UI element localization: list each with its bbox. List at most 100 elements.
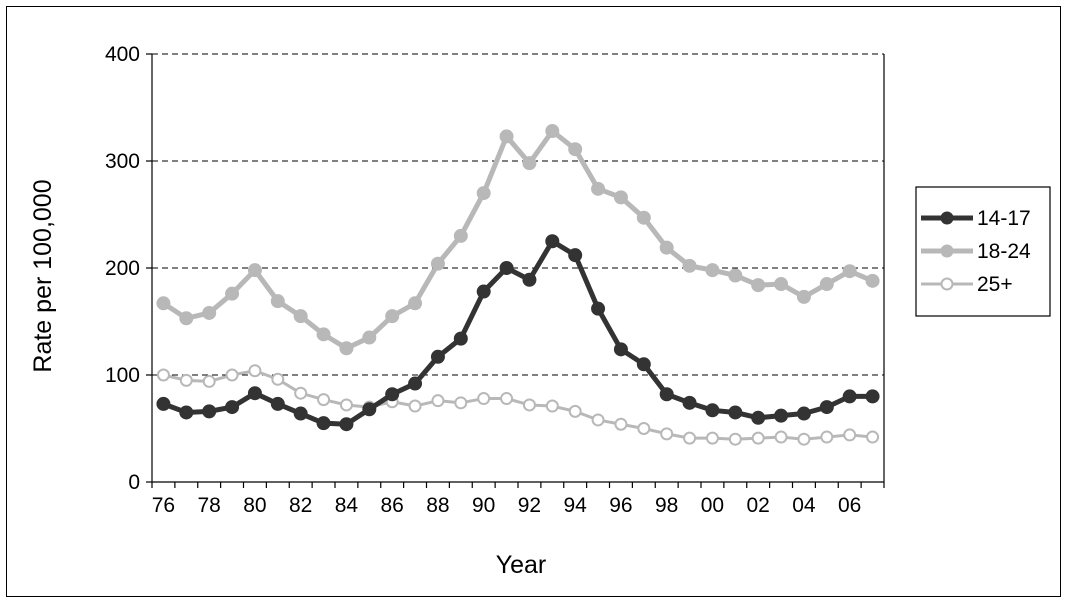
legend-marker [940,244,954,258]
data-point [614,417,628,431]
data-point [430,256,445,271]
y-axis-title: Rate per 100,000 [29,179,57,372]
data-point [659,240,674,255]
data-point [339,417,354,432]
data-point [568,142,583,157]
data-point [865,273,880,288]
data-point [316,327,331,342]
data-point [362,402,377,417]
data-point [247,386,262,401]
x-tick-label: 90 [472,494,495,517]
data-point [660,427,674,441]
y-tick-label: 400 [105,43,140,66]
data-point [683,431,697,445]
data-point [156,296,171,311]
series-25+ [156,364,880,446]
series-18-24 [156,124,880,356]
data-point [682,258,697,273]
y-tick-label: 0 [128,471,140,494]
x-tick-label: 02 [747,494,770,517]
series-lines [156,124,880,446]
data-point [522,272,537,287]
series-14-17 [156,234,880,432]
data-point [636,357,651,372]
legend-label: 14-17 [977,207,1031,230]
data-point [796,289,811,304]
data-point [385,387,400,402]
data-point [362,330,377,345]
data-point [522,156,537,171]
data-point [499,261,514,275]
x-tick-label: 96 [609,494,632,517]
legend-item-14-17: 14-17 [921,207,1031,230]
data-point [225,400,240,415]
data-point [568,248,583,263]
x-tick-label: 92 [518,494,541,517]
data-point [408,376,423,391]
data-point [866,430,880,444]
legend-item-25+: 25+ [921,273,1013,296]
data-point [842,264,857,279]
data-point [431,394,445,408]
data-point [453,228,468,243]
data-point [613,190,628,205]
data-point [179,311,194,326]
data-point [294,386,308,400]
series-line [163,369,873,441]
data-point [248,364,262,378]
tick-labels: 0 100 200 300 400 76 78 80 82 84 86 88 90 92 94 96 98 00 0… [105,43,861,517]
x-tick-label: 78 [198,494,221,517]
legend: 14-17 18-24 25+ [915,186,1051,317]
data-point [796,406,811,421]
data-point [705,431,719,445]
legend-marker [940,211,954,225]
data-point [705,403,720,418]
data-point [271,372,285,386]
data-point [202,374,216,388]
data-point [728,405,743,420]
line-chart: 0 100 200 300 400 76 78 80 82 84 86 88 90 92 94 96 98 00 0… [29,43,1051,579]
data-point [843,428,857,442]
data-point [500,392,514,406]
data-point [454,396,468,410]
data-point [270,396,285,411]
data-point [453,331,468,346]
data-point [476,284,491,299]
data-point [408,399,422,413]
data-point [317,393,331,407]
data-point [819,277,834,292]
legend-marker [940,277,954,291]
axes [146,53,885,488]
chart-frame: 0 100 200 300 400 76 78 80 82 84 86 88 90 92 94 96 98 00 0… [6,6,1061,597]
data-point [774,277,789,292]
x-tick-label: 76 [152,494,175,517]
x-tick-label: 86 [381,494,404,517]
data-point [270,294,285,309]
x-axis-title: Year [496,551,547,579]
data-point [751,278,766,293]
data-point [247,263,262,278]
x-tick-label: 00 [701,494,724,517]
data-point [636,210,651,225]
legend-label: 25+ [977,273,1013,296]
data-point [819,400,834,415]
data-point [774,430,788,444]
data-point [545,234,560,249]
gridlines [152,53,884,376]
x-tick-label: 98 [655,494,678,517]
series-line [162,238,873,427]
data-point [477,392,491,406]
data-point [293,406,308,421]
data-point [591,301,606,316]
x-tick-label: 94 [564,494,588,517]
data-point [613,342,628,357]
data-point [545,124,560,139]
data-point [316,416,331,431]
data-point [225,286,240,301]
data-point [774,408,789,423]
x-tick-label: 06 [838,494,861,517]
data-point [293,309,308,324]
data-point [179,405,194,420]
data-point [728,432,742,446]
data-point [408,296,423,311]
